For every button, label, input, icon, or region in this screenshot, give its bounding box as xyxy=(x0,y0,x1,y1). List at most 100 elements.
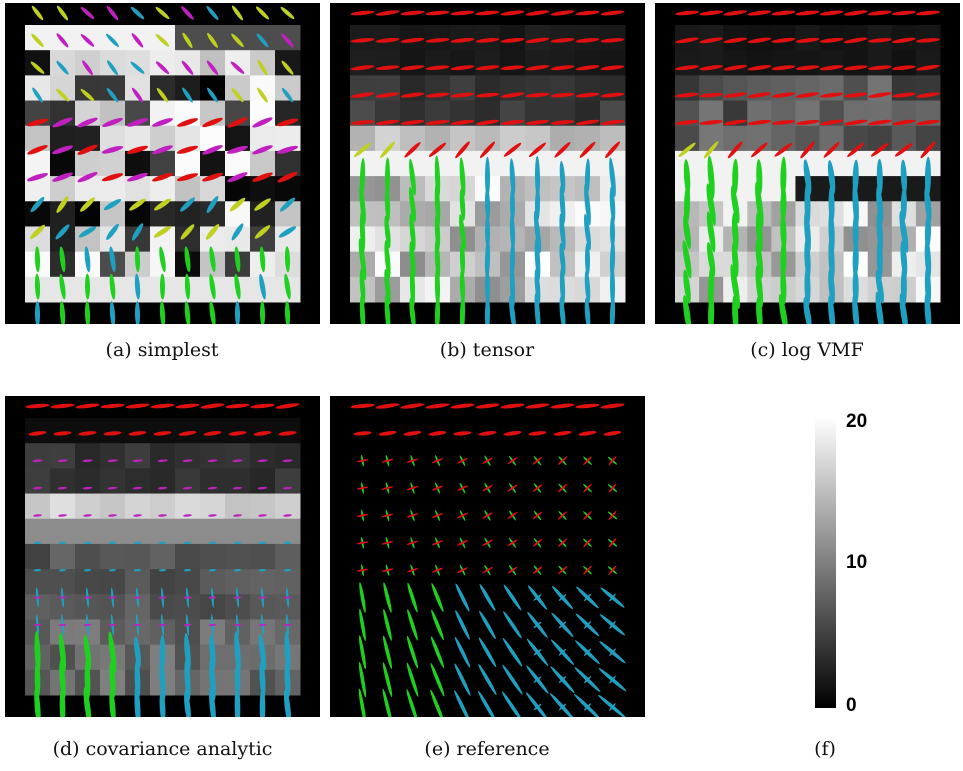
orientation-glyph xyxy=(867,65,892,71)
orientation-glyph xyxy=(208,541,217,545)
orientation-glyph xyxy=(924,186,932,223)
orientation-glyph xyxy=(359,608,366,642)
orientation-glyph xyxy=(575,403,600,409)
orientation-glyph xyxy=(184,690,191,717)
orientation-glyph xyxy=(107,60,118,76)
orientation-glyph xyxy=(852,294,860,324)
orientation-glyph xyxy=(459,188,466,221)
intensity-cell xyxy=(125,150,151,177)
orientation-glyph xyxy=(528,431,547,436)
panel-reference xyxy=(330,396,645,717)
orientation-glyph xyxy=(103,198,122,211)
orientation-glyph xyxy=(231,33,244,48)
intensity-cell xyxy=(200,50,226,76)
orientation-glyph xyxy=(253,431,272,436)
orientation-glyph xyxy=(258,634,267,671)
orientation-glyph xyxy=(101,173,124,182)
orientation-glyph xyxy=(819,119,844,126)
orientation-glyph xyxy=(153,431,172,436)
orientation-glyph xyxy=(233,596,242,599)
orientation-glyph xyxy=(152,118,173,127)
intensity-cell xyxy=(50,468,76,495)
orientation-glyph xyxy=(500,37,525,43)
orientation-glyph xyxy=(400,403,425,409)
orientation-glyph xyxy=(723,37,748,44)
orientation-glyph xyxy=(699,37,723,44)
orientation-glyph xyxy=(53,431,72,436)
orientation-glyph xyxy=(459,214,466,250)
orientation-glyph xyxy=(252,172,273,182)
orientation-glyph xyxy=(358,688,367,717)
orientation-glyph xyxy=(59,659,66,700)
orientation-glyph xyxy=(226,145,249,154)
orientation-glyph xyxy=(158,623,167,626)
orientation-glyph xyxy=(30,224,45,240)
orientation-glyph xyxy=(207,32,218,48)
intensity-cell xyxy=(175,50,201,76)
orientation-glyph xyxy=(284,246,291,273)
intensity-cell xyxy=(275,518,301,545)
orientation-glyph xyxy=(554,142,571,158)
intensity-cell xyxy=(819,25,845,51)
orientation-glyph xyxy=(132,459,143,463)
orientation-glyph xyxy=(134,636,141,669)
intensity-cell xyxy=(75,543,101,570)
orientation-glyph xyxy=(867,10,892,16)
orientation-glyph xyxy=(356,459,369,463)
orientation-glyph xyxy=(406,540,419,545)
orientation-glyph xyxy=(131,223,144,241)
orientation-glyph xyxy=(177,118,198,127)
intensity-cell xyxy=(50,150,76,177)
orientation-glyph xyxy=(682,295,692,324)
orientation-glyph xyxy=(803,159,812,196)
orientation-glyph xyxy=(180,197,195,212)
orientation-glyph xyxy=(532,484,543,492)
orientation-glyph xyxy=(683,183,691,226)
colorbar-gradient xyxy=(815,417,836,708)
orientation-glyph xyxy=(157,459,168,463)
intensity-cell xyxy=(150,150,176,177)
orientation-glyph xyxy=(400,37,425,43)
orientation-glyph xyxy=(232,486,243,490)
orientation-glyph xyxy=(109,689,116,717)
orientation-glyph xyxy=(533,210,542,254)
orientation-glyph xyxy=(102,117,123,127)
orientation-glyph xyxy=(381,541,394,545)
orientation-glyph xyxy=(231,88,244,103)
intensity-cell xyxy=(150,518,176,545)
orientation-glyph xyxy=(158,541,167,545)
intensity-cell xyxy=(891,125,917,152)
orientation-glyph xyxy=(126,145,149,154)
orientation-glyph xyxy=(400,65,425,71)
orientation-glyph xyxy=(375,403,400,409)
intensity-cell xyxy=(250,468,276,495)
orientation-glyph xyxy=(207,87,218,103)
orientation-glyph xyxy=(202,117,223,128)
intensity-cell xyxy=(400,25,426,51)
orientation-glyph xyxy=(83,634,92,670)
orientation-glyph xyxy=(56,5,69,21)
orientation-glyph xyxy=(234,685,241,717)
orientation-glyph xyxy=(575,119,600,126)
orientation-glyph xyxy=(252,117,273,128)
orientation-glyph xyxy=(600,38,625,43)
orientation-glyph xyxy=(281,60,294,75)
orientation-glyph xyxy=(475,10,500,16)
orientation-glyph xyxy=(375,65,400,71)
orientation-glyph xyxy=(609,593,616,602)
orientation-glyph xyxy=(206,6,219,20)
orientation-glyph xyxy=(892,37,916,44)
orientation-glyph xyxy=(127,172,148,182)
orientation-glyph xyxy=(583,675,592,684)
intensity-cell xyxy=(575,50,601,76)
orientation-glyph xyxy=(600,92,625,98)
orientation-glyph xyxy=(608,510,617,521)
orientation-glyph xyxy=(202,172,223,182)
orientation-glyph xyxy=(182,87,193,103)
orientation-glyph xyxy=(431,458,444,464)
orientation-glyph xyxy=(350,120,375,125)
intensity-cell xyxy=(25,443,51,469)
orientation-glyph xyxy=(431,485,444,491)
orientation-glyph xyxy=(207,459,218,463)
orientation-glyph xyxy=(231,223,244,241)
